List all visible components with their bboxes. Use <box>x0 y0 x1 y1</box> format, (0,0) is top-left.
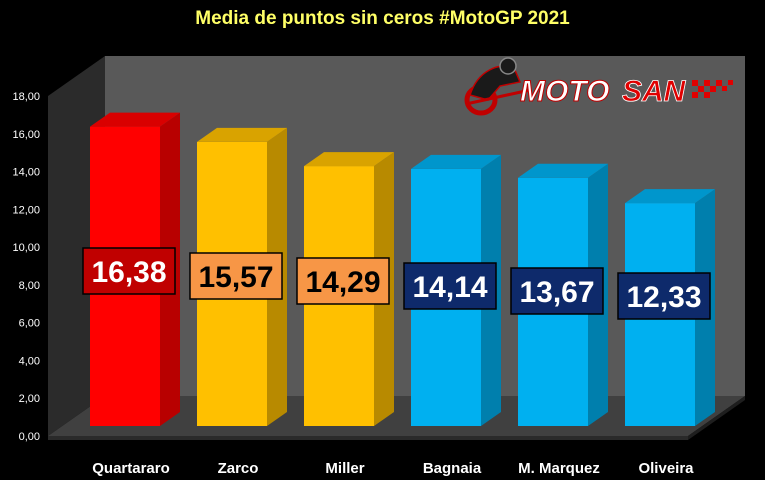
bar-top-face <box>411 154 501 169</box>
x-tick-label: Oliveira <box>638 460 694 477</box>
chart-floor-edge <box>48 436 688 440</box>
y-tick-label: 18,00 <box>12 91 40 103</box>
y-tick-label: 6,00 <box>19 318 40 330</box>
y-tick-label: 14,00 <box>12 167 40 179</box>
data-label-text: 14,14 <box>412 271 487 304</box>
y-tick-label: 12,00 <box>12 204 40 216</box>
x-tick-label: Miller <box>325 460 364 477</box>
bar-top-face <box>197 127 287 142</box>
data-label-box <box>189 252 283 300</box>
data-label-text: 13,67 <box>519 276 594 309</box>
y-tick-label: 10,00 <box>12 242 40 254</box>
bar-top-face <box>304 152 394 167</box>
data-label: 12,33 <box>617 272 711 320</box>
chart-title: Media de puntos sin ceros #MotoGP 2021 <box>195 8 570 29</box>
y-tick-label: 16,00 <box>12 129 40 141</box>
data-label: 16,38 <box>82 247 176 295</box>
bar-top-face <box>625 189 715 204</box>
data-label: 15,57 <box>189 252 283 300</box>
y-tick-label: 2,00 <box>19 393 40 405</box>
motosan-logo: MOTO SAN <box>464 57 733 116</box>
logo-text-san: SAN <box>622 75 687 108</box>
data-label: 13,67 <box>510 267 604 315</box>
chart-floor-edge-side <box>688 396 745 440</box>
x-tick-label: M. Marquez <box>518 460 600 477</box>
y-tick-label: 8,00 <box>19 280 40 292</box>
checkered-flag-icon <box>692 80 733 98</box>
bar-top-face <box>518 163 608 178</box>
data-label-text: 16,38 <box>91 256 166 289</box>
data-label: 14,14 <box>403 262 497 310</box>
bar-top-face <box>90 112 180 127</box>
data-label-box <box>82 247 176 295</box>
data-label-box <box>296 257 390 305</box>
x-tick-label: Bagnaia <box>423 460 482 477</box>
x-tick-label: Zarco <box>218 460 259 477</box>
x-tick-label: Quartararo <box>92 460 170 477</box>
data-label-box <box>617 272 711 320</box>
data-label-text: 15,57 <box>198 261 273 294</box>
data-label-text: 12,33 <box>626 281 701 314</box>
motorcycle-rider-icon <box>464 57 531 116</box>
y-axis: 0,00 2,00 4,00 6,00 8,00 10,00 12,00 14,00 16,00… <box>12 91 40 443</box>
x-axis: Quartararo Zarco Miller Bagnaia M. Marquez Ol… <box>92 460 694 477</box>
data-label-text: 14,29 <box>305 266 380 299</box>
data-labels-group: 16,38 15,57 14,29 14,14 13,67 12,33 <box>82 247 711 320</box>
data-label-box <box>403 262 497 310</box>
y-tick-label: 0,00 <box>19 431 40 443</box>
data-label: 14,29 <box>296 257 390 305</box>
data-label-box <box>510 267 604 315</box>
y-tick-label: 4,00 <box>19 355 40 367</box>
logo-text-moto: MOTO <box>520 75 609 108</box>
